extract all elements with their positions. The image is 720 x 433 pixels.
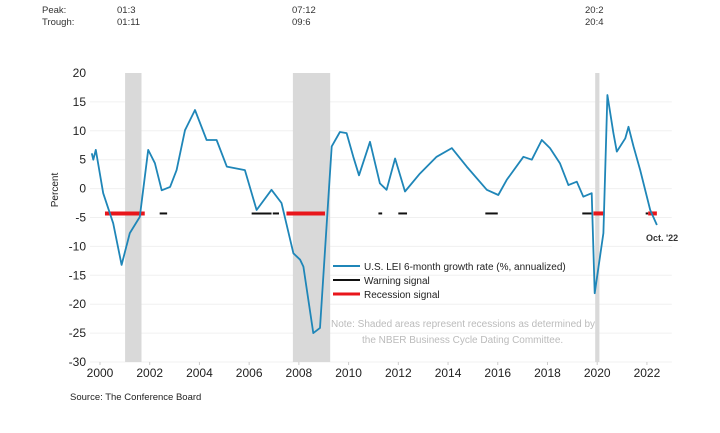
trough-date: 09:6	[292, 17, 311, 28]
trough-date: 20:4	[585, 17, 604, 28]
x-tick-label: 2000	[87, 366, 114, 380]
note-line-2: the NBER Business Cycle Dating Committee…	[362, 335, 563, 346]
peak-date: 01:3	[117, 5, 136, 16]
x-tick-label: 2006	[236, 366, 263, 380]
y-tick-label: -30	[69, 355, 87, 369]
y-tick-label: 15	[73, 95, 87, 109]
note-line-1: Note: Shaded areas represent recessions …	[331, 319, 595, 330]
y-tick-label: -25	[69, 326, 87, 340]
legend: U.S. LEI 6-month growth rate (%, annuali…	[333, 262, 566, 301]
legend-label-warning: Warning signal	[364, 276, 430, 287]
recession-shade	[292, 73, 331, 362]
gridlines	[90, 101, 672, 363]
peak-label: Peak:	[42, 5, 66, 16]
y-tick-label: -20	[69, 297, 87, 311]
y-tick-label: 10	[73, 124, 87, 138]
x-tick-label: 2010	[335, 366, 362, 380]
x-tick-label: 2022	[634, 366, 661, 380]
x-tick-label: 2004	[186, 366, 213, 380]
series-line-lei	[90, 94, 658, 334]
x-axis-ticks: 2000 2002 2004 2006 2008 2010 2012 2014 2016 2018…	[87, 362, 661, 380]
y-tick-label: 20	[73, 66, 87, 80]
peak-date: 20:2	[585, 5, 604, 16]
x-tick-label: 2014	[435, 366, 462, 380]
recession-shading	[125, 73, 600, 362]
y-tick-label: 5	[79, 153, 86, 167]
legend-label-recession: Recession signal	[364, 290, 440, 301]
trough-date: 01:11	[117, 17, 140, 28]
peak-date: 07:12	[292, 5, 316, 16]
x-tick-label: 2020	[584, 366, 611, 380]
y-tick-label: -5	[75, 211, 86, 225]
y-tick-label: -10	[69, 239, 87, 253]
x-tick-label: 2008	[286, 366, 313, 380]
x-tick-label: 2012	[385, 366, 412, 380]
y-tick-label: 0	[79, 182, 86, 196]
recession-shade	[125, 73, 142, 362]
y-axis-label: Percent	[50, 173, 61, 208]
y-tick-label: -15	[69, 268, 87, 282]
y-axis-ticks: 20 15 10 5 0 -5 -10 -15 -20 -25 -30	[69, 66, 87, 369]
x-tick-label: 2018	[534, 366, 561, 380]
recession-shade	[595, 73, 600, 362]
x-tick-label: 2002	[136, 366, 163, 380]
annotation-oct-22: Oct. '22	[646, 233, 678, 243]
legend-label-lei: U.S. LEI 6-month growth rate (%, annuali…	[364, 262, 566, 273]
trough-label: Trough:	[42, 17, 74, 28]
x-tick-label: 2016	[484, 366, 511, 380]
source-label: Source: The Conference Board	[70, 392, 201, 403]
